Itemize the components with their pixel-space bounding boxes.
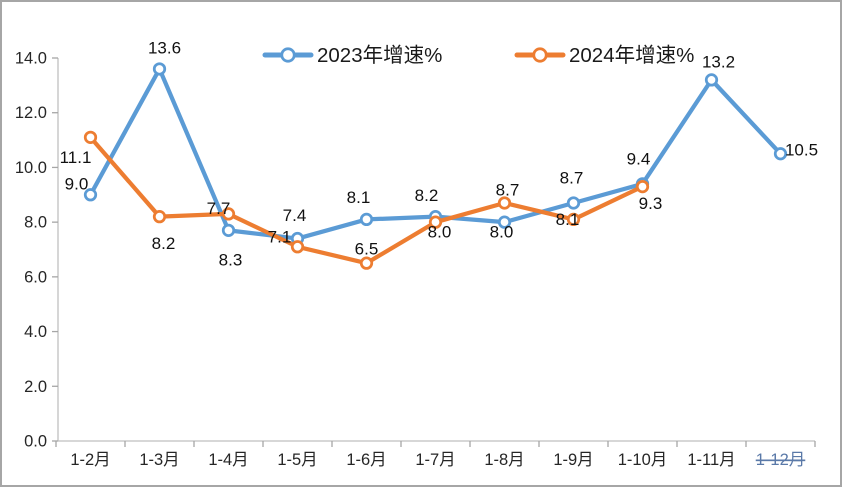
y-axis-label: 12.0: [15, 104, 47, 122]
x-axis-label: 1-11月: [687, 451, 735, 469]
x-axis-label: 1-12月: [756, 451, 806, 469]
y-axis-label: 6.0: [24, 268, 47, 286]
x-axis-label: 1-7月: [415, 451, 455, 469]
data-labels-group: 9.0 13.6 7.7 7.4 8.1 8.2 8.0 8.7 9.4 13.2 10.5 11.1…: [60, 38, 818, 269]
legend: 2023年增速% 2024年增速%: [262, 44, 694, 67]
y-axis-label: 4.0: [24, 323, 47, 341]
data-point-label-2024: 8.2: [152, 234, 176, 253]
data-point-marker-2023[interactable]: [221, 223, 236, 237]
data-point-label-2023: 13.6: [148, 38, 181, 57]
data-point-label-2024: 8.7: [496, 180, 520, 199]
data-point-label-2024: 8.3: [219, 250, 243, 269]
data-point-label-2024: 6.5: [355, 240, 379, 259]
data-point-label-2024: 9.3: [639, 194, 663, 213]
data-point-marker-2023[interactable]: [497, 215, 512, 229]
x-axis-label: 1-4月: [208, 451, 248, 469]
data-point-marker-2024[interactable]: [359, 256, 374, 270]
data-point-label-2023: 8.7: [560, 168, 584, 187]
data-point-label-2024: 8.1: [556, 210, 580, 229]
data-point-label-2023: 10.5: [785, 140, 818, 159]
data-point-marker-2024[interactable]: [83, 130, 98, 144]
data-point-label-2024: 8.0: [428, 223, 452, 242]
data-point-label-2023: 13.2: [702, 52, 735, 71]
legend-item-2024[interactable]: 2024年增速%: [514, 44, 694, 67]
x-axis-label: 1-9月: [553, 451, 593, 469]
data-point-label-2023: 9.0: [65, 174, 89, 193]
data-point-label-2023: 7.7: [207, 199, 231, 218]
legend-marker-sample: [280, 47, 296, 63]
x-axis-label: 1-5月: [277, 451, 317, 469]
series-group: [83, 62, 788, 270]
y-axis-label: 8.0: [24, 214, 47, 232]
x-axis-label: 1-2月: [70, 451, 110, 469]
data-point-marker-2024[interactable]: [428, 215, 443, 229]
y-axis-label: 0.0: [24, 433, 47, 451]
data-point-marker-2024[interactable]: [221, 207, 236, 221]
legend-marker-sample: [532, 47, 548, 63]
y-axis-label: 10.0: [15, 159, 47, 177]
data-point-label-2023: 8.2: [415, 186, 439, 205]
data-point-marker-2023[interactable]: [152, 62, 167, 76]
data-point-marker-2023[interactable]: [773, 147, 788, 161]
x-axis-label: 1-10月: [618, 451, 668, 469]
y-axis-label: 14.0: [15, 50, 47, 68]
data-point-marker-2023[interactable]: [566, 196, 581, 210]
data-point-label-2023: 8.0: [490, 223, 514, 242]
legend-item-2023[interactable]: 2023年增速%: [262, 44, 442, 67]
x-axis-label: 1-3月: [139, 451, 179, 469]
data-point-label-2024: 11.1: [60, 148, 92, 167]
data-point-marker-2024[interactable]: [635, 179, 650, 194]
x-axis-label: 1-8月: [484, 451, 524, 469]
x-axis-label: 1-6月: [346, 451, 386, 469]
data-point-label-2024: 7.1: [268, 227, 292, 246]
legend-label: 2024年增速%: [569, 44, 694, 67]
data-point-marker-2023[interactable]: [83, 188, 98, 202]
data-point-marker-2023[interactable]: [359, 212, 374, 227]
data-point-marker-2023[interactable]: [704, 73, 719, 87]
data-point-label-2023: 9.4: [627, 149, 651, 168]
legend-label: 2023年增速%: [317, 44, 442, 67]
data-point-marker-2024[interactable]: [497, 196, 512, 210]
data-point-marker-2024[interactable]: [290, 240, 305, 254]
data-point-label-2023: 7.4: [283, 206, 307, 225]
data-point-marker-2024[interactable]: [566, 212, 581, 227]
axes: 0.0 2.0 4.0 6.0 8.0 10.0 12.0 14.0 1-2月 1-3月 1-4月 1…: [15, 50, 816, 469]
y-axis-label: 2.0: [24, 378, 47, 396]
data-point-label-2023: 8.1: [347, 188, 371, 207]
data-point-marker-2024[interactable]: [152, 210, 167, 224]
